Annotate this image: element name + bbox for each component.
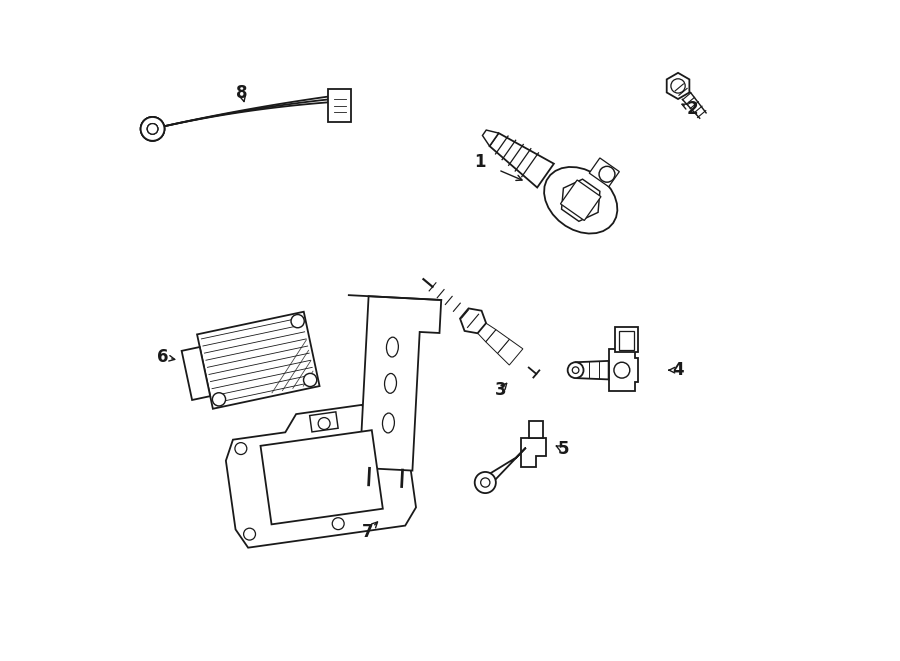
Polygon shape — [226, 405, 416, 548]
Circle shape — [148, 124, 157, 134]
Polygon shape — [182, 347, 211, 400]
Polygon shape — [260, 430, 382, 524]
Polygon shape — [618, 330, 634, 350]
Circle shape — [291, 315, 304, 328]
Polygon shape — [197, 312, 320, 408]
Circle shape — [568, 362, 583, 378]
Polygon shape — [482, 447, 526, 486]
Circle shape — [244, 528, 256, 540]
Polygon shape — [615, 327, 638, 352]
Circle shape — [148, 124, 157, 134]
Circle shape — [148, 124, 157, 134]
Circle shape — [235, 443, 247, 455]
Text: 4: 4 — [672, 361, 684, 379]
Polygon shape — [486, 330, 509, 354]
Text: 8: 8 — [236, 83, 248, 102]
Polygon shape — [529, 421, 543, 438]
Circle shape — [140, 117, 165, 141]
Polygon shape — [498, 339, 523, 365]
Circle shape — [212, 393, 226, 406]
Circle shape — [319, 418, 330, 430]
Circle shape — [474, 472, 496, 493]
Polygon shape — [328, 89, 351, 122]
Polygon shape — [490, 133, 554, 188]
Ellipse shape — [386, 337, 399, 357]
Polygon shape — [608, 349, 638, 391]
Text: 3: 3 — [495, 381, 507, 399]
Text: 2: 2 — [687, 100, 698, 118]
Text: 1: 1 — [474, 153, 485, 171]
Circle shape — [572, 367, 579, 373]
Polygon shape — [544, 167, 617, 233]
Polygon shape — [590, 158, 619, 187]
Polygon shape — [482, 130, 499, 146]
Polygon shape — [521, 438, 545, 467]
Polygon shape — [474, 321, 496, 342]
Polygon shape — [561, 180, 601, 221]
Text: 6: 6 — [157, 348, 168, 366]
Circle shape — [140, 117, 165, 141]
Text: 7: 7 — [362, 523, 374, 541]
Circle shape — [303, 373, 317, 387]
Polygon shape — [576, 361, 608, 379]
Text: 5: 5 — [558, 440, 570, 459]
Circle shape — [481, 478, 490, 487]
Ellipse shape — [382, 413, 394, 433]
Circle shape — [332, 518, 344, 529]
Polygon shape — [460, 309, 486, 333]
Polygon shape — [360, 296, 441, 471]
Circle shape — [614, 362, 630, 378]
Ellipse shape — [384, 373, 397, 393]
Polygon shape — [667, 73, 689, 99]
Circle shape — [599, 167, 615, 182]
Polygon shape — [562, 179, 600, 221]
Circle shape — [140, 117, 165, 141]
Polygon shape — [310, 412, 338, 432]
Circle shape — [670, 79, 685, 93]
